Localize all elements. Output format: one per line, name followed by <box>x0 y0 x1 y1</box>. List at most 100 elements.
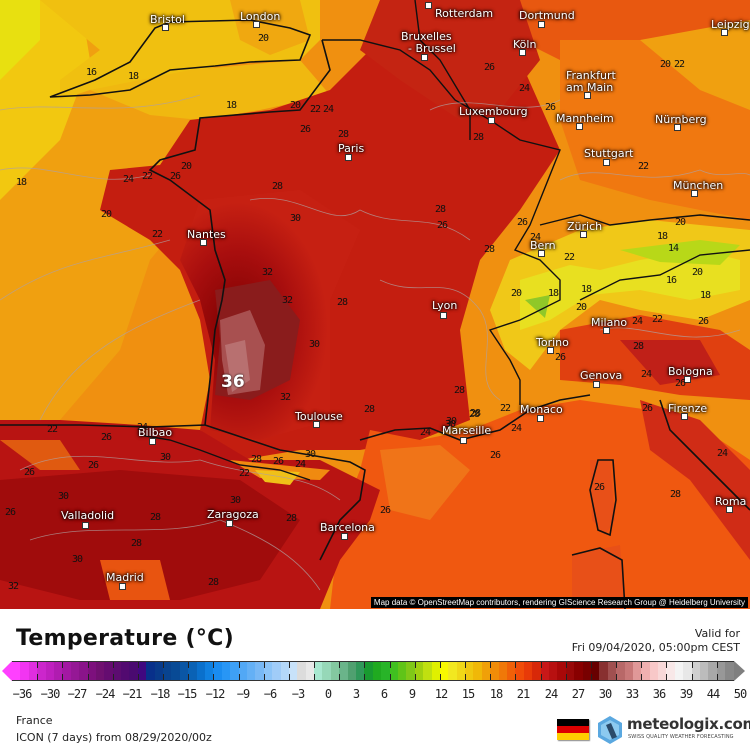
colorbar-segment <box>557 662 566 680</box>
colorbar-segment <box>188 662 197 680</box>
colorbar-segment <box>364 662 373 680</box>
meteologix-hexagon-icon <box>598 716 622 744</box>
city-label: Dortmund <box>519 9 575 22</box>
city-marker-icon <box>425 2 432 9</box>
isotherm-label: 30 <box>160 452 171 463</box>
isotherm-label: 26 <box>484 62 495 73</box>
meteologix-logo[interactable]: meteologix.com SWISS QUALITY WEATHER FOR… <box>597 715 750 745</box>
isotherm-label: 18 <box>548 288 559 299</box>
colorbar-tick-label: −36 <box>12 687 33 701</box>
colorbar-tick-label: −3 <box>291 687 305 701</box>
colorbar-segment <box>658 662 667 680</box>
colorbar-tick-labels: −36 −30 −27 −24 −21 −18 −15 −12 −9 −6 −3 0 3 6 9 12 15 18… <box>0 687 750 701</box>
isotherm-label: 20 <box>101 209 112 220</box>
colorbar-segment <box>255 662 264 680</box>
colorbar-segment <box>465 662 474 680</box>
isotherm-label: 32 <box>282 295 293 306</box>
city-label: London <box>240 10 281 23</box>
colorbar-segment <box>414 662 424 680</box>
city-marker-icon <box>341 533 348 540</box>
isotherm-label: 26 <box>642 403 653 414</box>
colorbar-segment <box>574 662 583 680</box>
city-marker-icon <box>226 520 233 527</box>
isotherm-label: 14 <box>668 243 679 254</box>
colorbar-tick-label: 12 <box>434 687 448 701</box>
city-marker-icon <box>681 413 688 420</box>
isotherm-label: 28 <box>470 408 481 419</box>
isotherm-label: 20 <box>290 100 301 111</box>
isotherm-label: 26 <box>170 171 181 182</box>
city-marker-icon <box>576 123 583 130</box>
colorbar-tick-label: −6 <box>263 687 277 701</box>
isotherm-label: 30 <box>309 339 320 350</box>
isotherm-label: 18 <box>16 177 27 188</box>
colorbar-segment <box>95 662 105 680</box>
germany-flag-icon[interactable] <box>557 719 589 740</box>
flag-stripe <box>557 726 589 733</box>
valid-time: Fri 09/04/2020, 05:00pm CEST <box>571 641 740 654</box>
colorbar-segment <box>481 662 491 680</box>
city-marker-icon <box>460 437 467 444</box>
city-marker-icon <box>538 250 545 257</box>
isotherm-label: 28 <box>272 181 283 192</box>
isotherm-label: 28 <box>469 409 480 420</box>
isotherm-label: 24 <box>295 459 306 470</box>
isotherm-label: 30 <box>305 449 316 460</box>
colorbar-segment <box>540 662 549 680</box>
city-label: Zaragoza <box>207 508 259 521</box>
city-label: Marseille <box>442 424 492 437</box>
colorbar-tick-label: 33 <box>625 687 639 701</box>
city-marker-icon <box>488 117 495 124</box>
isotherm-label: 18 <box>581 284 592 295</box>
map-attribution[interactable]: Map data © OpenStreetMap contributors, r… <box>370 597 748 608</box>
isotherm-label: 22 <box>674 59 685 70</box>
city-marker-icon <box>684 376 691 383</box>
colorbar-tick-label: −12 <box>205 687 226 701</box>
colorbar-segment <box>154 662 164 680</box>
isotherm-label: 28 <box>473 132 484 143</box>
isotherm-label: 24 <box>511 423 522 434</box>
isotherm-label: 30 <box>72 554 83 565</box>
colorbar-segment <box>246 662 256 680</box>
colorbar-segment <box>196 662 205 680</box>
colorbar-segment <box>347 662 357 680</box>
colorbar-tick-label: −24 <box>95 687 116 701</box>
city-label: Frankfurt <box>566 69 616 82</box>
isotherm-label: 24 <box>420 427 431 438</box>
colorbar-segment <box>263 662 273 680</box>
isotherm-label: 28 <box>286 513 297 524</box>
colorbar-segment <box>423 662 432 680</box>
valid-for-label: Valid for <box>694 627 740 640</box>
colorbar-segment <box>12 662 21 680</box>
colorbar-segment <box>725 662 734 680</box>
colorbar-segment <box>146 662 155 680</box>
isotherm-label: 26 <box>88 460 99 471</box>
colorbar-segment <box>616 662 625 680</box>
colorbar-tick-label: 18 <box>489 687 503 701</box>
temperature-map[interactable]: Bristol London Rotterdam Dortmund Leipzig Bru… <box>0 0 750 609</box>
city-label: Madrid <box>106 571 144 584</box>
colorbar-segment <box>700 662 709 680</box>
isotherm-label: 22 <box>310 104 321 115</box>
isotherm-label: 26 <box>24 467 35 478</box>
colorbar-segment <box>104 662 113 680</box>
colorbar-segment <box>70 662 80 680</box>
colorbar-segment <box>708 662 717 680</box>
isotherm-label: 26 <box>300 124 311 135</box>
isotherm-label: 16 <box>666 275 677 286</box>
isotherm-label: 22 <box>152 229 163 240</box>
isotherm-label: 28 <box>337 297 348 308</box>
colorbar-tick-label: 24 <box>544 687 558 701</box>
isotherm-label: 18 <box>226 100 237 111</box>
isotherm-label: 26 <box>380 505 391 516</box>
colorbar-segment <box>28 662 38 680</box>
colorbar-segment <box>456 662 466 680</box>
colorbar-segment <box>498 662 508 680</box>
isotherm-label: 26 <box>698 316 709 327</box>
colorbar-segment <box>112 662 122 680</box>
colorbar-segment <box>381 662 390 680</box>
city-label: Luxembourg <box>459 105 528 118</box>
isotherm-label: 24 <box>323 104 334 115</box>
colorbar-segment <box>322 662 331 680</box>
isotherm-label: 20 <box>660 59 671 70</box>
